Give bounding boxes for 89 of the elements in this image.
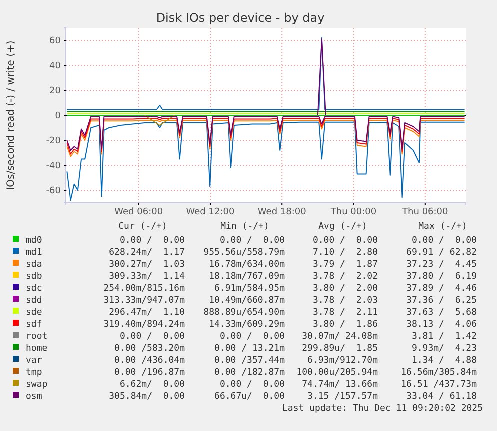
- text: 0.00 / 13.21m: [214, 344, 285, 354]
- legend-label: var: [26, 356, 43, 366]
- text: 299.89u/ 1.85: [302, 344, 378, 354]
- text: 37.80 / 6.19: [406, 272, 477, 282]
- y-tick-label: -60: [46, 186, 62, 196]
- legend-label: home: [26, 344, 48, 354]
- x-tick-label: Wed 18:00: [258, 207, 307, 218]
- text: 3.15 /157.57m: [308, 392, 378, 402]
- legend-label: md0: [26, 236, 42, 246]
- legend-label: osm: [26, 392, 42, 402]
- text: 0.00 /182.87m: [214, 368, 285, 378]
- text: 300.27m/ 1.03: [109, 260, 185, 270]
- legend-label: sdd: [26, 296, 42, 306]
- y-tick-label: 0: [55, 111, 62, 122]
- x-tick-label: Thu 06:00: [402, 207, 449, 218]
- text: 3.78 / 2.03: [312, 296, 378, 306]
- x-tick-label: Wed 06:00: [114, 207, 164, 218]
- legend-label: sde: [26, 308, 42, 318]
- text: 33.04 / 61.18: [406, 392, 477, 402]
- text: 0.00 / 0.00: [120, 236, 185, 246]
- legend-label: sdf: [26, 320, 42, 330]
- y-tick-label: -40: [46, 161, 62, 172]
- text: Min (-/+): [220, 222, 270, 232]
- text: 38.13 / 4.06: [406, 320, 477, 330]
- text: 6.91m/584.95m: [214, 284, 285, 294]
- text: 7.10 / 2.80: [312, 248, 378, 258]
- text: 0.00 / 0.00: [220, 236, 285, 246]
- text: 66.67u/ 0.00: [214, 392, 285, 402]
- y-tick-label: 40: [50, 61, 62, 72]
- text: 305.84m/ 0.00: [109, 392, 185, 402]
- legend-label: root: [26, 332, 48, 342]
- text: Last update: Thu Dec 11 09:20:02 2025: [282, 404, 483, 414]
- text: 888.89u/654.90m: [204, 308, 285, 318]
- text: 3.80 / 1.86: [312, 320, 378, 330]
- legend-label: md1: [26, 248, 42, 258]
- text: 0.00 / 0.00: [412, 236, 477, 246]
- text: 319.40m/894.24m: [104, 320, 185, 330]
- text: 9.93m/ 4.23: [412, 344, 477, 354]
- text: 254.00m/815.16m: [104, 284, 185, 294]
- text: 30.07m/ 24.08m: [302, 332, 378, 342]
- text: 16.78m/634.00m: [209, 260, 285, 270]
- y-tick-label: 20: [50, 86, 62, 96]
- y-tick-label: 60: [50, 36, 62, 46]
- text: 313.33m/947.07m: [104, 296, 185, 306]
- text: Cur (-/+): [118, 222, 168, 232]
- text: 3.79 / 1.87: [312, 260, 378, 270]
- text: 16.56m/305.84m: [401, 368, 477, 378]
- text: 3.81 / 1.42: [412, 332, 477, 342]
- legend-label: sda: [26, 260, 42, 270]
- text: 0.00 /196.87m: [114, 368, 185, 378]
- text: 37.63 / 5.68: [406, 308, 477, 318]
- legend-label: sdb: [26, 272, 42, 282]
- text: 0.00 / 0.00: [312, 236, 378, 246]
- x-tick-label: Thu 00:00: [330, 207, 377, 218]
- text: 18.18m/767.09m: [209, 272, 285, 282]
- text: 37.23 / 4.45: [406, 260, 477, 270]
- legend-label: sdc: [26, 284, 42, 294]
- text: 37.36 / 6.25: [406, 296, 477, 306]
- text: 3.80 / 2.00: [312, 284, 378, 294]
- text: Max (-/+): [418, 222, 468, 232]
- text: 0.00 /436.04m: [114, 356, 185, 366]
- text: 296.47m/ 1.10: [109, 308, 185, 318]
- legend-label: swap: [26, 380, 48, 390]
- text: Avg (-/+): [318, 222, 368, 232]
- text: 0.00 / 0.00: [220, 380, 285, 390]
- y-tick-label: -20: [46, 136, 62, 146]
- text: 37.89 / 4.46: [406, 284, 477, 294]
- text: 0.00 /357.44m: [214, 356, 285, 366]
- text: 309.33m/ 1.14: [109, 272, 185, 282]
- y-axis-title: IOs/second read (-) / write (+): [6, 40, 17, 190]
- text: 6.62m/ 0.00: [120, 380, 185, 390]
- text: 69.91 / 62.82: [406, 248, 477, 258]
- text: 6.93m/912.70m: [308, 356, 378, 366]
- text: 0.00 / 0.00: [120, 332, 185, 342]
- text: 3.78 / 2.02: [312, 272, 378, 282]
- text: 100.00u/205.94m: [296, 368, 378, 378]
- x-tick-label: Wed 12:00: [186, 207, 235, 218]
- chart-title: Disk IOs per device - by day: [156, 11, 325, 25]
- text: 0.00 / 0.00: [220, 332, 285, 342]
- text: 628.24m/ 1.17: [109, 248, 185, 258]
- text: 16.51 /437.73m: [401, 380, 477, 390]
- text: 955.56u/558.79m: [204, 248, 285, 258]
- text: 1.34 / 4.88: [412, 356, 477, 366]
- text: 14.33m/609.29m: [209, 320, 285, 330]
- text: 74.74m/ 13.66m: [302, 380, 378, 390]
- text: 0.00 /583.20m: [114, 344, 185, 354]
- legend-label: tmp: [26, 368, 42, 378]
- text: 3.78 / 2.11: [312, 308, 378, 318]
- text: 10.49m/660.87m: [209, 296, 285, 306]
